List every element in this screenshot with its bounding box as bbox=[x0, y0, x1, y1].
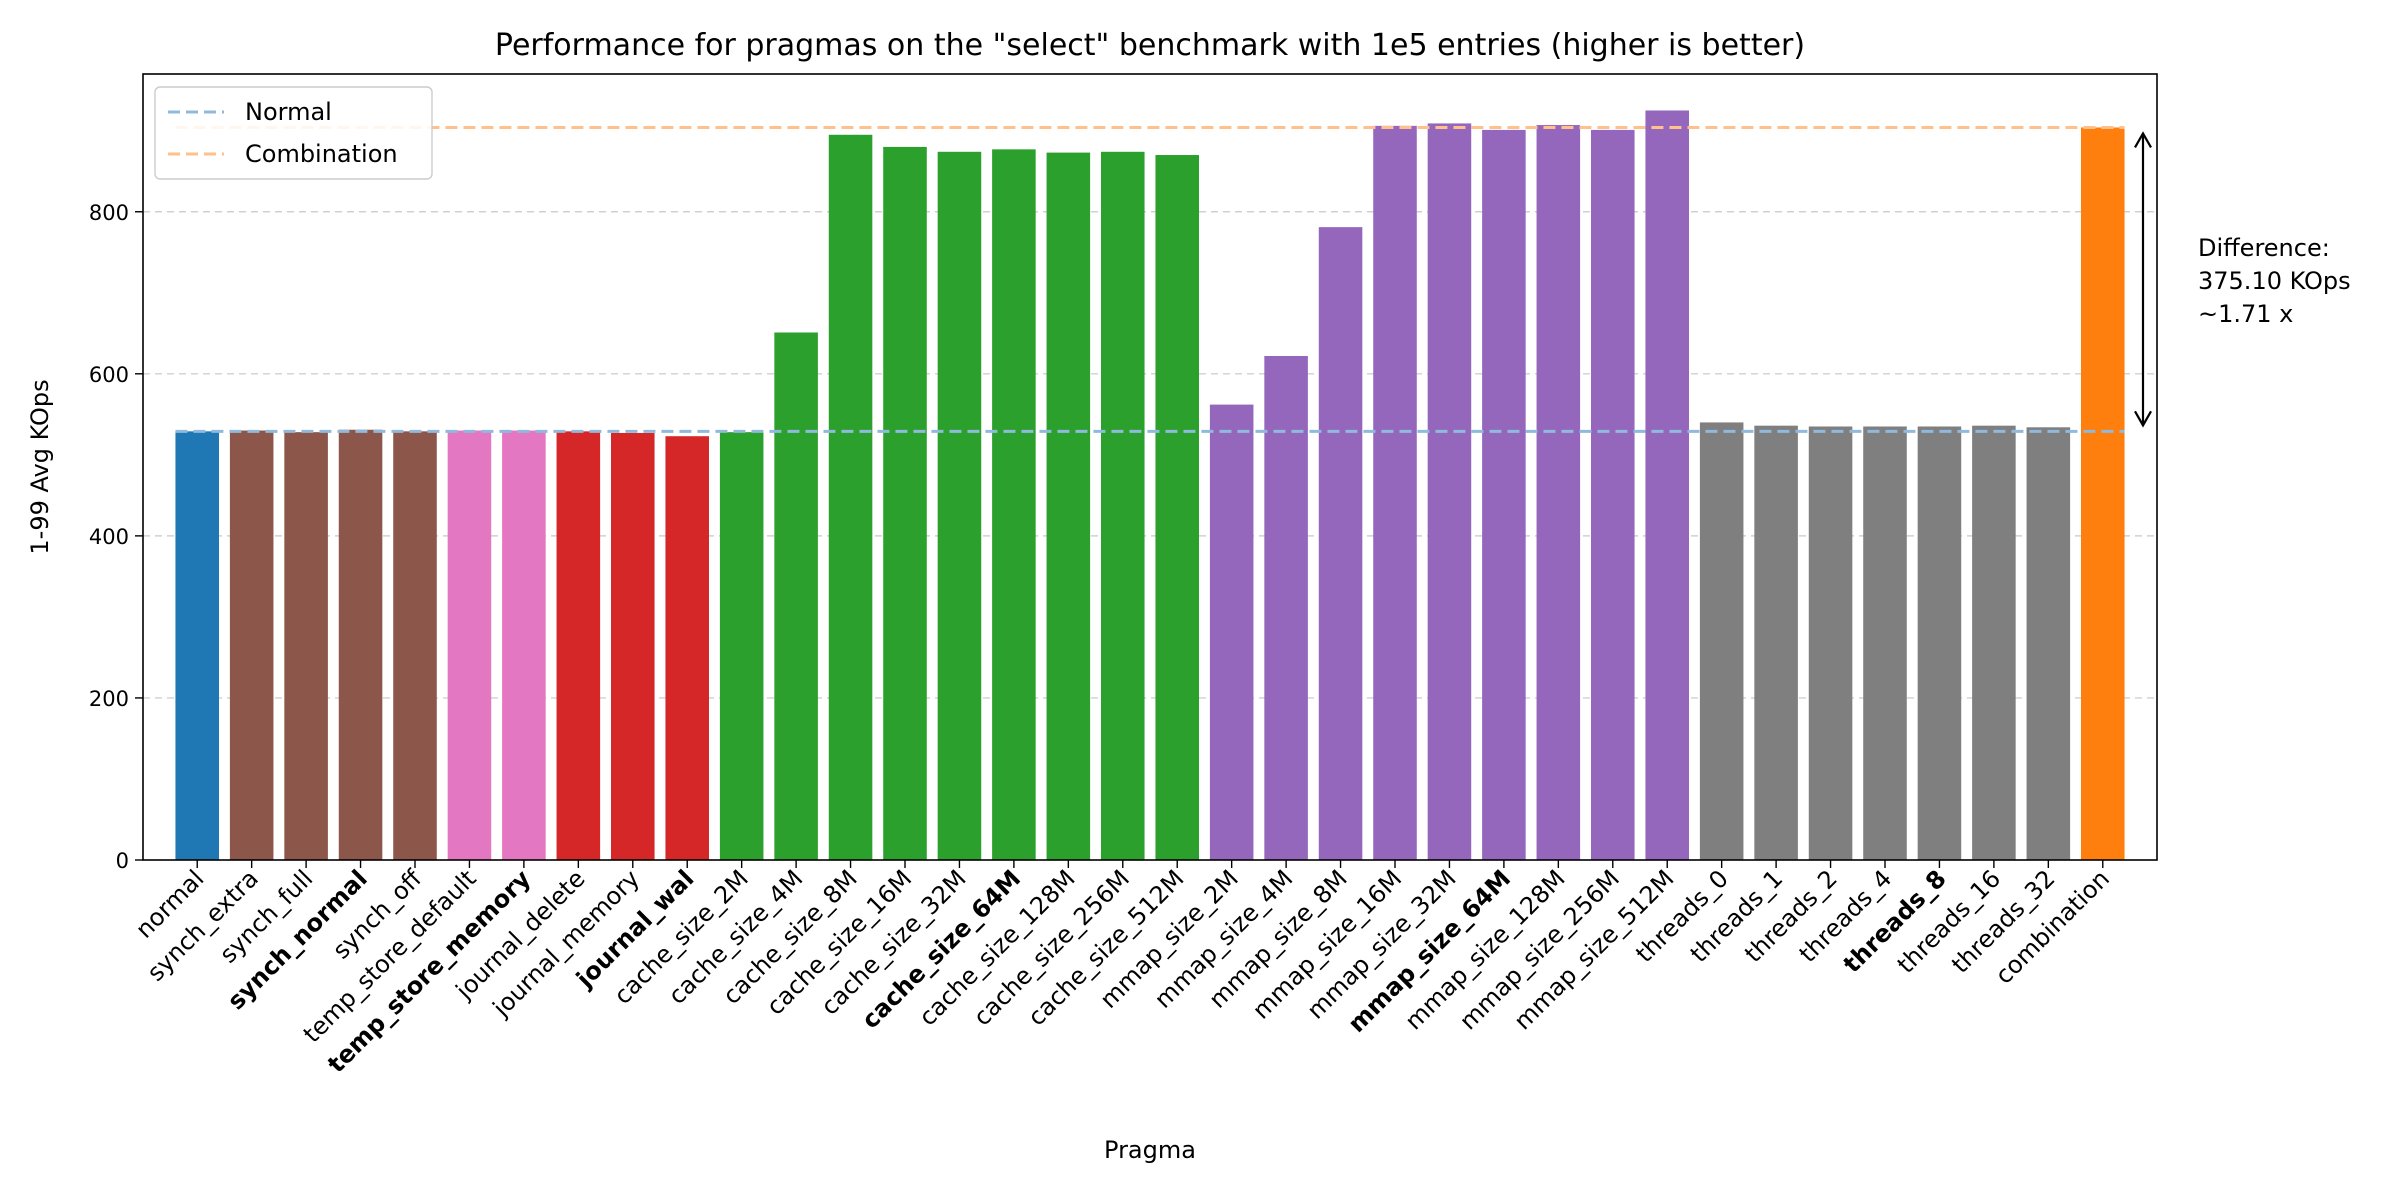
bar-threads-8 bbox=[1917, 426, 1962, 860]
bar-journal-wal bbox=[665, 436, 709, 860]
y-tick-label: 200 bbox=[89, 687, 129, 711]
difference-annotation-text: 375.10 KOps bbox=[2198, 267, 2351, 295]
legend-box bbox=[154, 86, 433, 180]
difference-annotation: Difference: 375.10 KOps ~1.71 x bbox=[2134, 131, 2351, 428]
bar-mmap-size-2M bbox=[1209, 404, 1254, 860]
bar-normal bbox=[175, 431, 219, 860]
bar-cache-size-32M bbox=[937, 151, 982, 861]
bar-cache-size-64M bbox=[992, 149, 1036, 860]
difference-annotation-text: Difference: bbox=[2198, 234, 2330, 262]
bar-mmap-size-256M bbox=[1591, 129, 1635, 860]
bar-mmap-size-4M bbox=[1264, 355, 1308, 860]
bar-threads-16 bbox=[1972, 425, 2016, 860]
legend-label: Normal bbox=[245, 98, 332, 126]
grid-lines bbox=[143, 211, 2157, 699]
bar-cache-size-2M bbox=[719, 432, 764, 860]
bar-cache-size-4M bbox=[774, 332, 818, 860]
bar-cache-size-256M bbox=[1101, 151, 1145, 861]
legend: Normal Combination bbox=[154, 86, 433, 180]
x-axis-label: Pragma bbox=[1104, 1136, 1196, 1164]
bar-temp-store-default bbox=[447, 430, 492, 860]
bar-journal-delete bbox=[556, 431, 601, 860]
difference-arrow-head-up bbox=[2134, 131, 2152, 149]
difference-annotation-text: ~1.71 x bbox=[2198, 300, 2293, 328]
y-tick-label: 600 bbox=[89, 363, 129, 387]
bar-cache-size-8M bbox=[828, 134, 873, 860]
y-tick-label: 0 bbox=[116, 849, 129, 873]
y-tick-label: 400 bbox=[89, 525, 129, 549]
x-axis-ticks: normalsynch_extrasynch_fullsynch_normals… bbox=[130, 860, 2115, 1078]
plot-frame bbox=[142, 73, 2158, 861]
bar-combination bbox=[2081, 127, 2125, 861]
bar-mmap-size-16M bbox=[1373, 125, 1417, 860]
y-tick-label: 800 bbox=[89, 201, 129, 225]
bar-threads-1 bbox=[1754, 425, 1798, 860]
bar-threads-2 bbox=[1808, 426, 1853, 860]
reference-lines bbox=[175, 125, 2125, 433]
bar-cache-size-512M bbox=[1155, 155, 1199, 860]
legend-label: Combination bbox=[245, 140, 398, 168]
y-axis-label: 1-99 Avg KOps bbox=[26, 379, 54, 554]
bar-synch-off bbox=[393, 431, 437, 860]
bar-synch-full bbox=[284, 432, 328, 860]
bars bbox=[175, 110, 2125, 861]
chart-title: Performance for pragmas on the "select" … bbox=[495, 28, 1805, 63]
bar-mmap-size-512M bbox=[1645, 110, 1689, 860]
bar-mmap-size-8M bbox=[1318, 227, 1363, 861]
bar-threads-4 bbox=[1863, 426, 1907, 860]
bar-synch-extra bbox=[229, 430, 274, 860]
bar-mmap-size-32M bbox=[1427, 123, 1472, 861]
bar-mmap-size-128M bbox=[1536, 125, 1581, 860]
bar-temp-store-memory bbox=[502, 430, 546, 860]
bar-threads-0 bbox=[1699, 422, 1744, 860]
bar-synch-normal bbox=[338, 429, 383, 860]
bar-cache-size-128M bbox=[1046, 152, 1091, 861]
bar-threads-32 bbox=[2026, 427, 2071, 860]
bar-journal-memory bbox=[611, 432, 655, 860]
y-axis-ticks: 0 200 400 600 800 bbox=[89, 201, 143, 873]
difference-arrow-head-down bbox=[2134, 410, 2152, 428]
bar-mmap-size-64M bbox=[1482, 129, 1526, 860]
bar-cache-size-16M bbox=[883, 146, 927, 860]
